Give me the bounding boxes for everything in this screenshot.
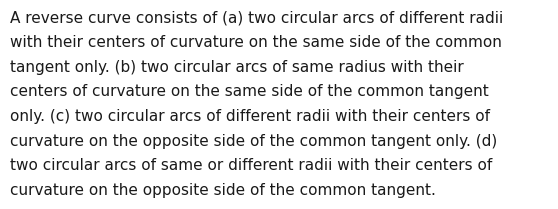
Text: centers of curvature on the same side of the common tangent: centers of curvature on the same side of…	[10, 84, 489, 99]
Text: tangent only. (b) two circular arcs of same radius with their: tangent only. (b) two circular arcs of s…	[10, 60, 464, 75]
Text: with their centers of curvature on the same side of the common: with their centers of curvature on the s…	[10, 35, 502, 50]
Text: curvature on the opposite side of the common tangent only. (d): curvature on the opposite side of the co…	[10, 134, 497, 149]
Text: curvature on the opposite side of the common tangent.: curvature on the opposite side of the co…	[10, 183, 436, 198]
Text: two circular arcs of same or different radii with their centers of: two circular arcs of same or different r…	[10, 158, 492, 173]
Text: only. (c) two circular arcs of different radii with their centers of: only. (c) two circular arcs of different…	[10, 109, 490, 124]
Text: A reverse curve consists of (a) two circular arcs of different radii: A reverse curve consists of (a) two circ…	[10, 10, 503, 25]
